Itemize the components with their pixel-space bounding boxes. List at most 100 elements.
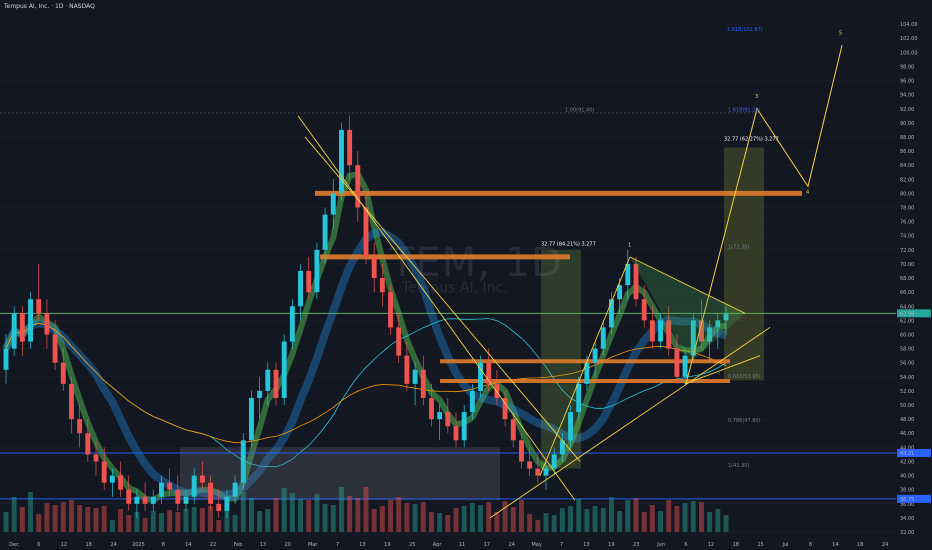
volume-bar bbox=[535, 520, 541, 532]
y-tick-label: 92.00 bbox=[900, 107, 914, 113]
candle-body bbox=[273, 369, 279, 398]
y-tick-label: 100.00 bbox=[900, 50, 918, 56]
volume-bar bbox=[134, 512, 140, 532]
candle-body bbox=[69, 383, 74, 420]
candle-body bbox=[715, 320, 721, 328]
x-tick-label: Apr bbox=[433, 542, 443, 548]
y-tick-label: 80.00 bbox=[900, 191, 914, 197]
candle-body bbox=[281, 341, 287, 398]
candle-body bbox=[478, 362, 483, 391]
candle-body bbox=[617, 285, 623, 300]
candle-body bbox=[388, 292, 393, 328]
candle-body bbox=[232, 482, 238, 497]
volume-bar bbox=[592, 506, 598, 532]
candle-body bbox=[257, 390, 263, 398]
volume-bar bbox=[126, 515, 132, 532]
candle-body bbox=[183, 496, 189, 504]
x-tick-label: 13 bbox=[260, 542, 266, 548]
candle-body bbox=[682, 355, 688, 377]
candle-body bbox=[216, 503, 222, 511]
fib-label-right-1618: 1.618(91.28) bbox=[728, 108, 761, 114]
volume-bar bbox=[649, 505, 655, 532]
candle-body bbox=[339, 129, 344, 194]
volume-bar bbox=[289, 493, 295, 532]
volume-bar bbox=[11, 497, 17, 532]
volume-bar bbox=[461, 506, 467, 532]
candle-body bbox=[126, 489, 132, 504]
volume-bar bbox=[183, 509, 189, 532]
volume-bar bbox=[404, 503, 410, 532]
candle-body bbox=[371, 256, 377, 279]
volume-bar bbox=[363, 487, 369, 532]
volume-bar bbox=[559, 508, 565, 532]
candle-body bbox=[658, 320, 663, 342]
volume-bar bbox=[478, 505, 483, 532]
candle-body bbox=[322, 214, 328, 250]
y-tick-label: 78.00 bbox=[900, 206, 914, 212]
price-badge-current: 62.98 bbox=[900, 311, 914, 317]
candle-body bbox=[576, 383, 582, 413]
candle-body bbox=[551, 454, 557, 469]
candle-body bbox=[118, 475, 123, 490]
volume-bar bbox=[355, 498, 361, 532]
candle-body bbox=[420, 369, 426, 398]
candle-body bbox=[519, 440, 524, 462]
volume-bar bbox=[510, 507, 516, 532]
measured-move-box-left bbox=[541, 249, 581, 469]
y-tick-label: 42.00 bbox=[900, 459, 914, 465]
candle-body bbox=[412, 369, 418, 384]
candle-body bbox=[191, 475, 197, 497]
x-tick-label: 25 bbox=[409, 542, 415, 548]
price-badge-current-bg bbox=[897, 309, 931, 318]
y-tick-label: 52.00 bbox=[900, 389, 914, 395]
y-tick-label: 68.00 bbox=[900, 276, 914, 282]
target-label: 32.77 (62.27%) 3,277 bbox=[724, 137, 779, 143]
y-tick-label: 56.00 bbox=[900, 361, 914, 367]
candle-body bbox=[175, 489, 181, 504]
y-tick-label: 102.00 bbox=[900, 36, 918, 42]
volume-bar bbox=[666, 500, 672, 532]
volume-bar bbox=[339, 487, 344, 532]
y-tick-label: 76.00 bbox=[900, 220, 914, 226]
volume-bar bbox=[519, 500, 524, 532]
candle-body bbox=[142, 496, 148, 504]
x-tick-label: 18 bbox=[85, 542, 91, 548]
volume-bar bbox=[44, 503, 50, 532]
volume-bar bbox=[641, 512, 647, 532]
x-tick-label: 7 bbox=[336, 542, 339, 548]
candle-body bbox=[150, 496, 156, 504]
volume-bar bbox=[77, 505, 83, 532]
y-tick-label: 98.00 bbox=[900, 64, 914, 70]
volume-bar bbox=[658, 511, 663, 532]
volume-bar bbox=[3, 512, 9, 532]
candle-body bbox=[600, 327, 606, 349]
x-tick-label: 24 bbox=[882, 542, 888, 548]
volume-bar bbox=[617, 511, 623, 532]
volume-bar bbox=[633, 498, 639, 532]
left-box-label: 32.77 (84.21%) 3,277 bbox=[541, 242, 596, 248]
time-axis bbox=[0, 536, 896, 550]
candle-body bbox=[584, 362, 590, 384]
volume-bar bbox=[584, 509, 590, 532]
y-tick-label: 38.00 bbox=[900, 488, 914, 494]
volume-bar bbox=[150, 511, 156, 532]
x-tick-label: May bbox=[531, 542, 541, 548]
volume-bar bbox=[388, 500, 393, 532]
y-tick-label: 40.00 bbox=[900, 474, 914, 480]
triangle-pattern bbox=[630, 256, 745, 363]
y-tick-label: 88.00 bbox=[900, 135, 914, 141]
candle-body bbox=[494, 383, 500, 398]
x-tick-label: 24 bbox=[509, 542, 515, 548]
volume-bar bbox=[437, 513, 443, 532]
volume-bar bbox=[101, 506, 107, 532]
candle-body bbox=[666, 320, 672, 349]
volume-bar bbox=[28, 492, 33, 532]
candle-body bbox=[52, 334, 58, 363]
volume-bar bbox=[52, 505, 58, 532]
wave-label-4: 4 bbox=[806, 189, 809, 195]
candle-body bbox=[609, 299, 614, 328]
x-tick-label: 17 bbox=[484, 542, 490, 548]
candle-body bbox=[535, 468, 541, 476]
fib-label-right-53: 0.618(53.95) bbox=[728, 374, 761, 380]
